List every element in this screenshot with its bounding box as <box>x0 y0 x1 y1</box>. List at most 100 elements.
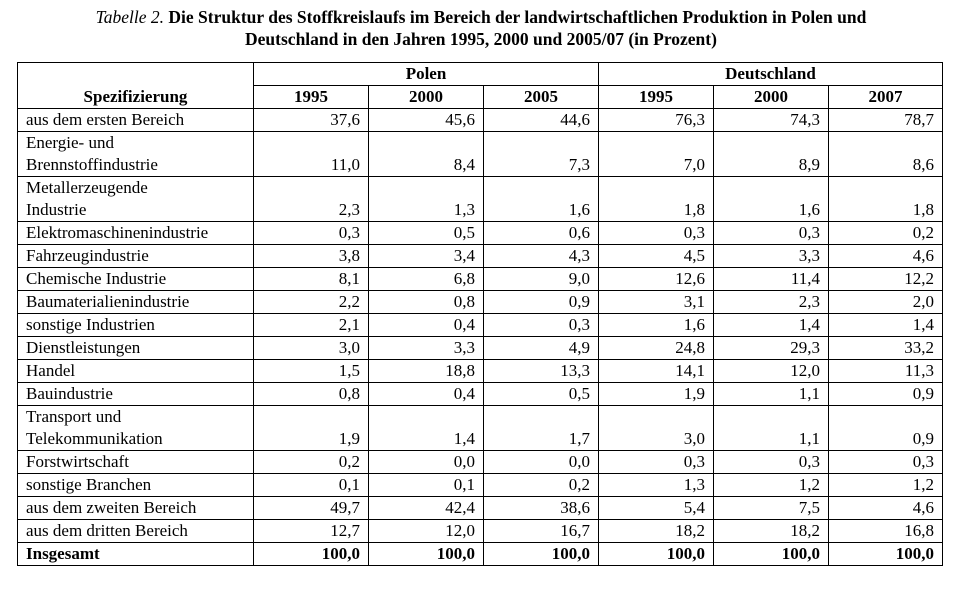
value-cell: 37,6 <box>253 108 369 132</box>
table-row: Baumaterialienindustrie 2,2 0,8 0,9 3,1 2,3 2,… <box>17 290 944 314</box>
value-cell: 1,7 <box>483 405 599 451</box>
table-row: Forstwirtschaft 0,2 0,0 0,0 0,3 0,3 0,3 <box>17 450 944 474</box>
value-cell: 0,1 <box>253 473 369 497</box>
value-cell: 9,0 <box>483 267 599 291</box>
value-cell: 1,1 <box>713 382 829 406</box>
value-cell: 4,9 <box>483 336 599 360</box>
value-cell: 12,0 <box>368 519 484 543</box>
table-row: Elektromaschinenindustrie 0,3 0,5 0,6 0,3 0,3… <box>17 221 944 245</box>
value-cell: 1,5 <box>253 359 369 383</box>
row-label: Transport und Telekommunikation <box>17 405 254 451</box>
value-cell: 29,3 <box>713 336 829 360</box>
value-cell: 7,0 <box>598 131 714 177</box>
value-cell: 12,0 <box>713 359 829 383</box>
value-cell: 7,5 <box>713 496 829 520</box>
value-cell: 78,7 <box>827 108 944 132</box>
value-cell: 11,4 <box>713 267 829 291</box>
value-cell: 8,6 <box>827 131 944 177</box>
value-cell: 0,9 <box>483 290 599 314</box>
row-label-line: Telekommunikation <box>26 429 163 448</box>
row-label-line: Fahrzeugindustrie <box>26 246 149 265</box>
value-cell: 1,1 <box>713 405 829 451</box>
value-cell: 1,9 <box>598 382 714 406</box>
value-cell: 6,8 <box>368 267 484 291</box>
header-year: 1995 <box>598 85 714 109</box>
value-cell: 3,1 <box>598 290 714 314</box>
value-cell: 4,6 <box>827 496 944 520</box>
value-cell: 100,0 <box>713 542 829 566</box>
row-label: aus dem dritten Bereich <box>17 519 254 543</box>
value-cell: 1,2 <box>827 473 944 497</box>
value-cell: 3,8 <box>253 244 369 268</box>
value-cell: 4,3 <box>483 244 599 268</box>
value-cell: 0,2 <box>253 450 369 474</box>
row-label-line: sonstige Branchen <box>26 475 152 494</box>
value-cell: 16,7 <box>483 519 599 543</box>
value-cell: 8,1 <box>253 267 369 291</box>
row-label-line: aus dem ersten Bereich <box>26 110 185 129</box>
header-spezifizierung: Spezifizierung <box>17 62 254 109</box>
value-cell: 0,5 <box>368 221 484 245</box>
value-cell: 12,6 <box>598 267 714 291</box>
value-cell: 16,8 <box>827 519 944 543</box>
table-row: sonstige Branchen 0,1 0,1 0,2 1,3 1,2 1,2 <box>17 473 944 497</box>
value-cell: 0,0 <box>483 450 599 474</box>
value-cell: 7,3 <box>483 131 599 177</box>
value-cell: 0,3 <box>598 221 714 245</box>
value-cell: 4,6 <box>827 244 944 268</box>
value-cell: 33,2 <box>827 336 944 360</box>
value-cell: 0,5 <box>483 382 599 406</box>
row-label-line: Transport und <box>26 407 122 426</box>
row-label-line: Forstwirtschaft <box>26 452 129 471</box>
row-label-line: Chemische Industrie <box>26 269 167 288</box>
row-label-line: aus dem dritten Bereich <box>26 521 188 540</box>
row-label: aus dem ersten Bereich <box>17 108 254 132</box>
value-cell: 2,3 <box>253 176 369 222</box>
header-group-polen: Polen <box>253 62 599 86</box>
row-label-line: Bauindustrie <box>26 384 113 403</box>
header-year: 2000 <box>368 85 484 109</box>
row-label-line: Handel <box>26 361 76 380</box>
row-label-line: Brennstoffindustrie <box>26 155 158 174</box>
value-cell: 0,8 <box>253 382 369 406</box>
value-cell: 0,9 <box>827 382 944 406</box>
row-label: Dienstleistungen <box>17 336 254 360</box>
value-cell: 45,6 <box>368 108 484 132</box>
header-year: 2005 <box>483 85 599 109</box>
value-cell: 38,6 <box>483 496 599 520</box>
value-cell: 2,3 <box>713 290 829 314</box>
value-cell: 0,9 <box>827 405 944 451</box>
value-cell: 1,4 <box>713 313 829 337</box>
value-cell: 4,5 <box>598 244 714 268</box>
row-label: Fahrzeugindustrie <box>17 244 254 268</box>
value-cell: 2,1 <box>253 313 369 337</box>
value-cell: 74,3 <box>713 108 829 132</box>
value-cell: 100,0 <box>368 542 484 566</box>
value-cell: 0,6 <box>483 221 599 245</box>
value-cell: 100,0 <box>598 542 714 566</box>
caption-line-1: Tabelle 2. Die Struktur des Stoffkreisla… <box>0 6 962 28</box>
value-cell: 11,0 <box>253 131 369 177</box>
value-cell: 0,3 <box>827 450 944 474</box>
table-row: Fahrzeugindustrie 3,8 3,4 4,3 4,5 3,3 4,6 <box>17 244 944 268</box>
table-row: Energie- und Brennstoffindustrie 11,0 8,4 7,… <box>17 131 944 177</box>
value-cell: 18,2 <box>598 519 714 543</box>
value-cell: 0,8 <box>368 290 484 314</box>
value-cell: 18,8 <box>368 359 484 383</box>
row-label: Chemische Industrie <box>17 267 254 291</box>
value-cell: 1,8 <box>827 176 944 222</box>
value-cell: 0,0 <box>368 450 484 474</box>
row-label-line: Baumaterialienindustrie <box>26 292 190 311</box>
value-cell: 0,3 <box>713 221 829 245</box>
row-label-line: Insgesamt <box>26 544 100 563</box>
header-row-years: 1995 2000 2005 1995 2000 2007 <box>18 85 944 109</box>
value-cell: 2,0 <box>827 290 944 314</box>
value-cell: 3,4 <box>368 244 484 268</box>
value-cell: 0,2 <box>827 221 944 245</box>
value-cell: 0,3 <box>253 221 369 245</box>
value-cell: 5,4 <box>598 496 714 520</box>
value-cell: 100,0 <box>253 542 369 566</box>
table-row: sonstige Industrien 2,1 0,4 0,3 1,6 1,4 1,4 <box>17 313 944 337</box>
row-label: Elektromaschinenindustrie <box>17 221 254 245</box>
